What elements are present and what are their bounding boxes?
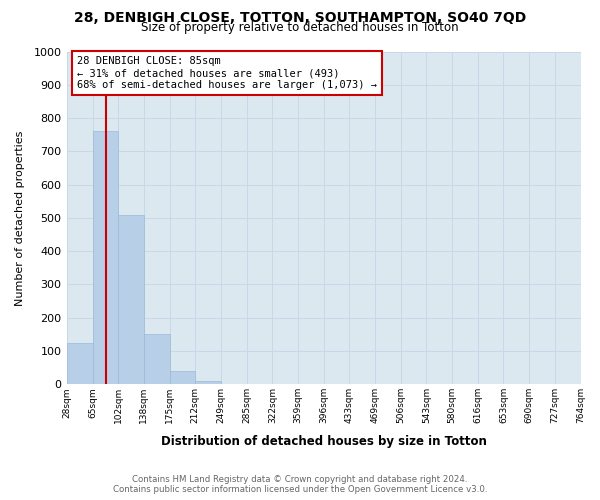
Bar: [170, 371, 195, 384]
Bar: [92, 132, 118, 384]
Bar: [144, 334, 170, 384]
X-axis label: Distribution of detached houses by size in Totton: Distribution of detached houses by size …: [161, 434, 487, 448]
Text: 28, DENBIGH CLOSE, TOTTON, SOUTHAMPTON, SO40 7QD: 28, DENBIGH CLOSE, TOTTON, SOUTHAMPTON, …: [74, 11, 526, 25]
Text: Contains HM Land Registry data © Crown copyright and database right 2024.
Contai: Contains HM Land Registry data © Crown c…: [113, 474, 487, 494]
Bar: [195, 381, 221, 384]
Text: 28 DENBIGH CLOSE: 85sqm
← 31% of detached houses are smaller (493)
68% of semi-d: 28 DENBIGH CLOSE: 85sqm ← 31% of detache…: [77, 56, 377, 90]
Bar: [118, 214, 144, 384]
Text: Size of property relative to detached houses in Totton: Size of property relative to detached ho…: [141, 21, 459, 34]
Y-axis label: Number of detached properties: Number of detached properties: [15, 130, 25, 306]
Bar: [67, 342, 92, 384]
